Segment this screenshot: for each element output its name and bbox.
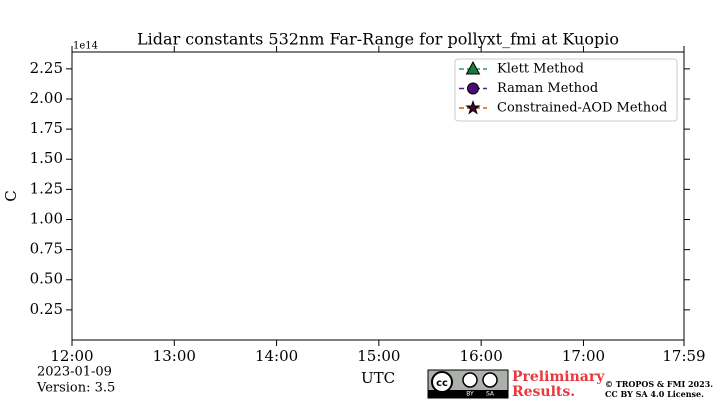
legend-box (454, 58, 678, 122)
status-line: Preliminary (512, 369, 605, 385)
y-tick-label: 1.75 (30, 119, 63, 137)
marker (465, 99, 481, 115)
x-tick-label: 15:00 (357, 347, 400, 365)
copyright: CC BY SA 4.0 License. (605, 389, 704, 399)
version: Version: 3.5 (36, 381, 115, 396)
y-offset-label: 1e14 (73, 41, 98, 52)
x-tick-label: 17:59 (662, 347, 705, 365)
marker (465, 60, 481, 75)
legend-label: Raman Method (497, 81, 598, 96)
badge-sa: SA (486, 391, 495, 398)
x-tick-label: 12:00 (50, 347, 93, 365)
x-tick-label: 16:00 (460, 347, 503, 365)
y-tick-label: 1.00 (30, 209, 63, 227)
badge-cc: cc (436, 378, 448, 389)
x-axis-label: UTC (361, 369, 395, 387)
badge-by: BY (466, 391, 474, 398)
status-line: Results. (512, 384, 575, 400)
y-tick-label: 1.50 (30, 149, 63, 167)
x-tick-label: 14:00 (255, 347, 298, 365)
y-tick-label: 2.00 (30, 89, 63, 107)
legend-label: Klett Method (497, 62, 584, 77)
y-tick-label: 0.25 (30, 300, 63, 318)
y-axis-label: C (2, 190, 20, 201)
date: 2023-01-09 (37, 365, 112, 380)
y-tick-label: 0.50 (30, 270, 63, 288)
y-tick-label: 2.25 (30, 59, 63, 77)
cc-badge: cc BY SA (427, 369, 509, 399)
x-tick-label: 17:00 (562, 347, 605, 365)
plot-frame (71, 51, 685, 341)
marker (467, 82, 479, 95)
legend-label: Constrained-AOD Method (497, 101, 667, 116)
chart-title: Lidar constants 532nm Far-Range for poll… (137, 30, 619, 49)
y-tick-label: 1.25 (30, 179, 63, 197)
x-tick-label: 13:00 (153, 347, 196, 365)
copyright: © TROPOS & FMI 2023. (605, 379, 713, 389)
legend: Klett Method Raman Method Constrained-AOD … (454, 58, 678, 122)
y-tick-label: 0.75 (30, 240, 63, 258)
